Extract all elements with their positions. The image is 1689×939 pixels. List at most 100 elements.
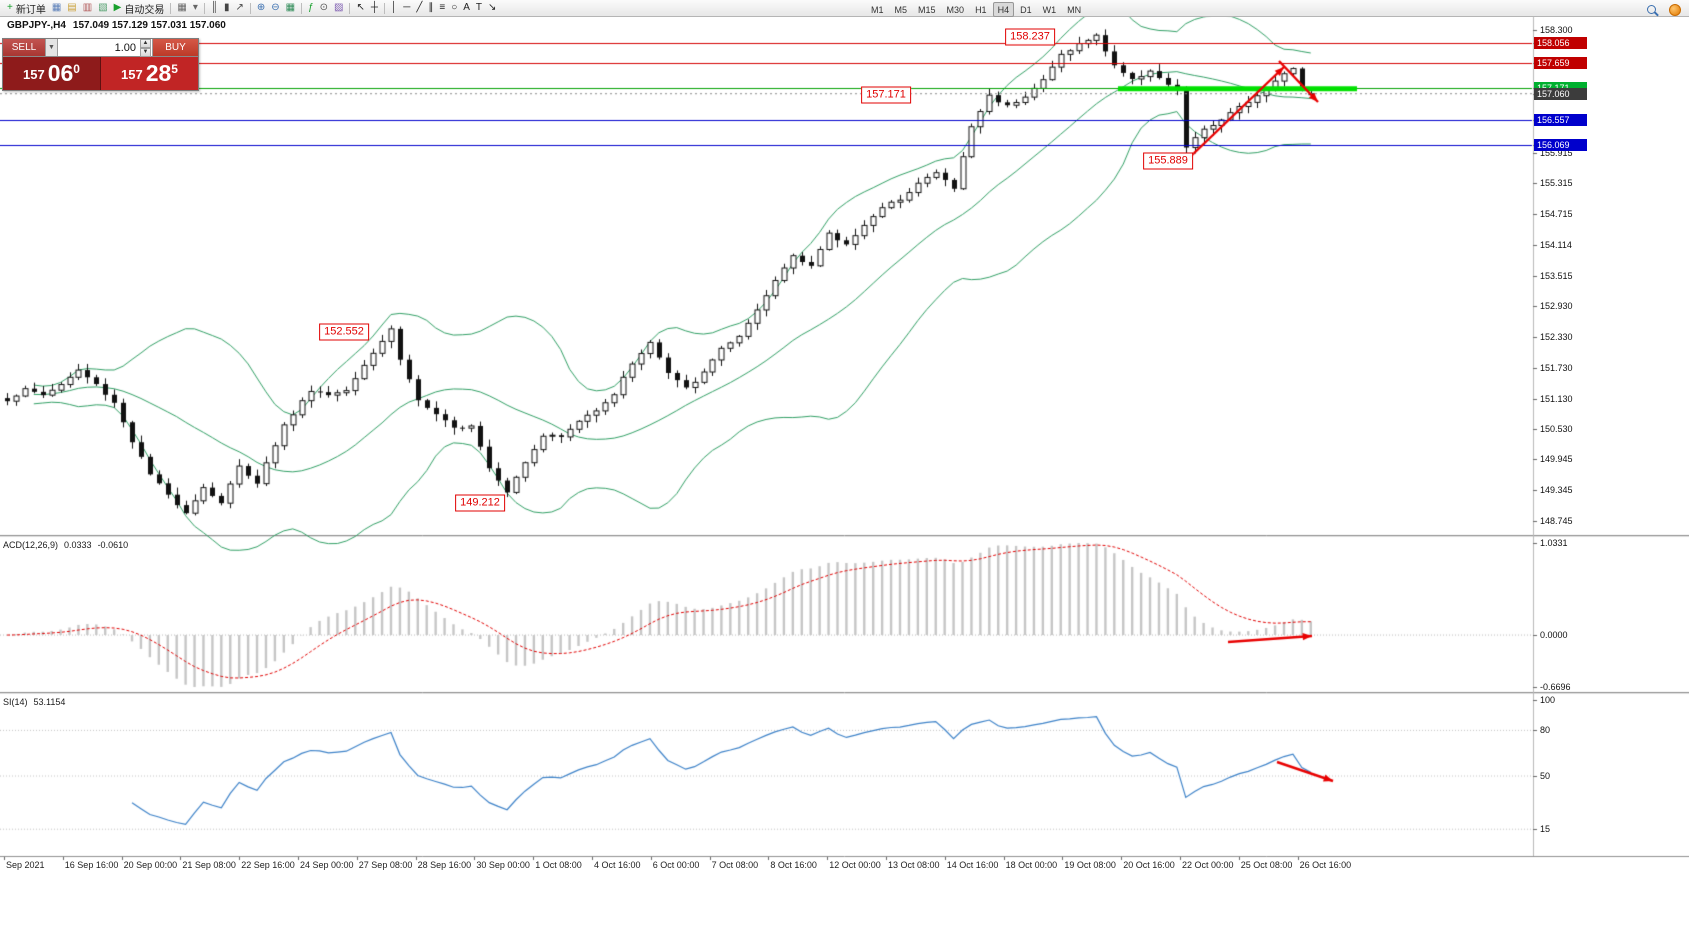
line-chart-button[interactable]: ↗ [232, 1, 246, 16]
line-chart-icon: ↗ [235, 2, 244, 13]
candlestick-chart-button[interactable]: ▮ [221, 1, 233, 16]
candlestick-chart-icon: ▮ [223, 2, 230, 13]
volume-down-icon[interactable]: ▼ [140, 47, 151, 57]
time-axis-label: 13 Oct 08:00 [888, 860, 940, 870]
arrow-objects-button[interactable]: ↘ [485, 1, 499, 16]
timeframes-menu-button[interactable]: ⊙ [317, 1, 331, 16]
time-axis-label: 14 Oct 16:00 [946, 860, 999, 870]
volume-up-icon[interactable]: ▲ [140, 38, 151, 48]
macd-signal-value: -0.0610 [97, 540, 129, 550]
price-annotation[interactable]: 158.237 [1005, 28, 1055, 46]
timeframes-menu-icon: ⊙ [319, 2, 329, 13]
sell-price-main: 157 [23, 67, 45, 82]
zoom-out-button[interactable]: ⊖ [268, 1, 282, 16]
price-annotation[interactable]: 157.171 [861, 86, 911, 104]
sell-button[interactable]: SELL [3, 39, 45, 56]
equidistant-channel-button[interactable]: ∥ [425, 1, 436, 16]
sell-price-panel[interactable]: 157 06 0 [3, 57, 101, 90]
period-W1[interactable]: W1 [1042, 4, 1057, 15]
trade-prices-row: 157 06 0 157 28 5 [3, 57, 198, 90]
price-scale-label: 158.300 [1540, 24, 1573, 35]
cursor-icon: ↖ [356, 2, 365, 13]
text-label-icon: T [475, 2, 483, 13]
price-tag: 158.056 [1534, 36, 1587, 49]
price-annotation[interactable]: 155.889 [1143, 152, 1193, 170]
time-axis-label: 6 Oct 00:00 [652, 860, 700, 870]
market-watch-button[interactable]: ▦ [49, 1, 64, 16]
zoom-in-button[interactable]: ⊕ [254, 1, 268, 16]
price-scale-label: 149.945 [1540, 454, 1573, 465]
toolbar-right-group [1644, 2, 1681, 17]
indicators-button[interactable]: ƒ [305, 1, 317, 16]
equidistant-channel-icon: ∥ [428, 2, 434, 13]
cursor-button[interactable]: ↖ [353, 1, 367, 16]
price-annotation[interactable]: 152.552 [319, 323, 369, 341]
vertical-line-button[interactable]: │ [388, 1, 400, 16]
time-axis-label: 8 Oct 16:00 [770, 860, 817, 870]
tile-windows-icon: ▦ [285, 2, 296, 13]
new-order-icon: + [7, 2, 13, 13]
autotrading-icon: ▶ [113, 2, 122, 13]
period-M30[interactable]: M30 [946, 4, 965, 15]
autotrading-button[interactable]: ▶ 自动交易 [111, 1, 168, 16]
period-M5[interactable]: M5 [894, 4, 908, 15]
user-avatar-icon[interactable] [1669, 3, 1681, 16]
bar-chart-button[interactable]: ║ [208, 1, 221, 16]
new-chart-button[interactable]: ▦ [174, 1, 189, 16]
period-M15[interactable]: M15 [918, 4, 936, 15]
time-axis-label: 22 Sep 16:00 [241, 860, 295, 870]
period-M1[interactable]: M1 [871, 4, 884, 15]
order-options-dropdown[interactable]: ▼ [45, 39, 58, 56]
volume-input[interactable]: 1.00 ▲ ▼ [58, 38, 152, 57]
terminal-button[interactable]: ▧ [95, 1, 110, 16]
buy-button[interactable]: BUY [152, 39, 198, 56]
toolbar-separator [170, 2, 172, 14]
zoom-out-icon: ⊖ [271, 2, 280, 13]
crosshair-button[interactable]: ┼ [368, 1, 381, 16]
time-axis-label: 26 Oct 16:00 [1299, 860, 1352, 870]
period-H1[interactable]: H1 [975, 4, 987, 15]
shapes-button[interactable]: ○ [448, 1, 460, 16]
time-axis-label: 19 Oct 08:00 [1064, 860, 1116, 870]
toolbar-separator [203, 2, 205, 14]
price-scale-label: 151.730 [1540, 362, 1573, 373]
rsi-name: SI(14) [3, 697, 28, 707]
search-button[interactable] [1644, 2, 1659, 17]
time-axis-label: 7 Oct 08:00 [711, 860, 759, 870]
fibonacci-button[interactable]: ≡ [436, 1, 448, 16]
templates-button[interactable]: ▨ [331, 1, 346, 16]
price-scale-label: 155.315 [1540, 178, 1573, 189]
horizontal-line-icon: ─ [403, 2, 411, 13]
toolbar-separator [301, 2, 303, 14]
time-axis-label: 28 Sep 16:00 [417, 860, 472, 870]
tile-windows-button[interactable]: ▦ [283, 1, 298, 16]
trendline-button[interactable]: ╱ [413, 1, 425, 16]
price-tag: 156.557 [1534, 113, 1587, 126]
toolbar-separator [383, 2, 385, 14]
text-button[interactable]: A [460, 1, 473, 16]
vertical-line-icon: │ [390, 2, 398, 13]
profiles-button[interactable]: ▾ [190, 1, 201, 16]
one-click-trading-panel: SELL ▼ 1.00 ▲ ▼ BUY 157 06 0 157 28 5 [2, 38, 199, 91]
horizontal-line-button[interactable]: ─ [400, 1, 413, 16]
time-axis-label: 12 Oct 00:00 [829, 860, 881, 870]
buy-price-panel[interactable]: 157 28 5 [101, 57, 198, 90]
autotrading-label: 自动交易 [124, 4, 165, 16]
price-annotation[interactable]: 149.212 [455, 494, 505, 512]
data-window-button[interactable]: ▤ [64, 1, 79, 16]
price-scale-label: 153.515 [1540, 270, 1573, 281]
indicator-scale-label: 50 [1540, 771, 1551, 781]
text-label-button[interactable]: T [473, 1, 485, 16]
new-order-button[interactable]: + 新订单 [4, 1, 49, 16]
toolbar-separator [249, 2, 251, 14]
navigator-button[interactable]: ▥ [80, 1, 95, 16]
period-MN[interactable]: MN [1067, 4, 1082, 15]
period-D1[interactable]: D1 [1020, 4, 1032, 15]
price-scale-label: 150.530 [1540, 424, 1573, 435]
time-axis-label: 20 Oct 16:00 [1123, 860, 1175, 870]
period-H4[interactable]: H4 [992, 2, 1015, 17]
indicator-scale-label: 15 [1540, 824, 1551, 835]
price-scale-label: 148.745 [1540, 516, 1573, 527]
